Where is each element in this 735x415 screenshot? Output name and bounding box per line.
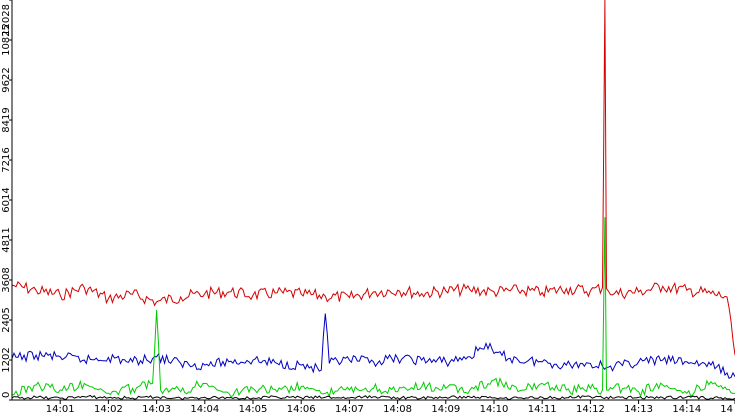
x-tick-label: 14:09 (431, 404, 460, 415)
y-tick-label: 9622 (1, 67, 12, 92)
y-tick-label: 6014 (1, 187, 12, 212)
x-tick-label: 14:01 (46, 404, 75, 415)
series-line-4 (11, 394, 735, 401)
y-tick-layer: 0 1202 2405 3608 4811 6014 7216 8419 9622 1082512… (1, 0, 12, 401)
y-tick-label: 7216 (1, 147, 12, 172)
y-tick-label: 2405 (1, 307, 12, 332)
x-tick-label: 14:10 (480, 404, 509, 415)
x-tick-label: 14:13 (624, 404, 653, 415)
y-tick-label: 4811 (1, 227, 12, 252)
series-line-2 (11, 313, 735, 379)
y-tick-label: 10825 (1, 24, 12, 56)
y-tick-label: 12028 (1, 4, 12, 36)
y-tick-label: 0 (1, 392, 12, 398)
x-tick-label: 14:06 (287, 404, 316, 415)
x-tick-label: 14:03 (142, 404, 171, 415)
y-tick-label: 8419 (1, 107, 12, 132)
x-tick-layer: 14:01 14:02 14:03 14:04 14:05 14:06 14:07 14:08… (46, 400, 735, 415)
x-tick-label: 14:14 (672, 404, 701, 415)
series-line-1 (11, 0, 735, 356)
y-tick-label: 3608 (1, 267, 12, 292)
x-tick-label: 14 (720, 404, 733, 415)
x-tick-label: 14:11 (528, 404, 557, 415)
x-tick-label: 14:04 (190, 404, 219, 415)
x-tick-label: 14:12 (576, 404, 605, 415)
series-line-3 (11, 217, 735, 398)
y-tick-label: 1202 (1, 347, 12, 372)
x-tick-label: 14:07 (335, 404, 364, 415)
x-tick-label: 14:05 (239, 404, 268, 415)
x-tick-label: 14:02 (94, 404, 123, 415)
x-tick-label: 14:08 (383, 404, 412, 415)
series-layer (11, 0, 735, 401)
